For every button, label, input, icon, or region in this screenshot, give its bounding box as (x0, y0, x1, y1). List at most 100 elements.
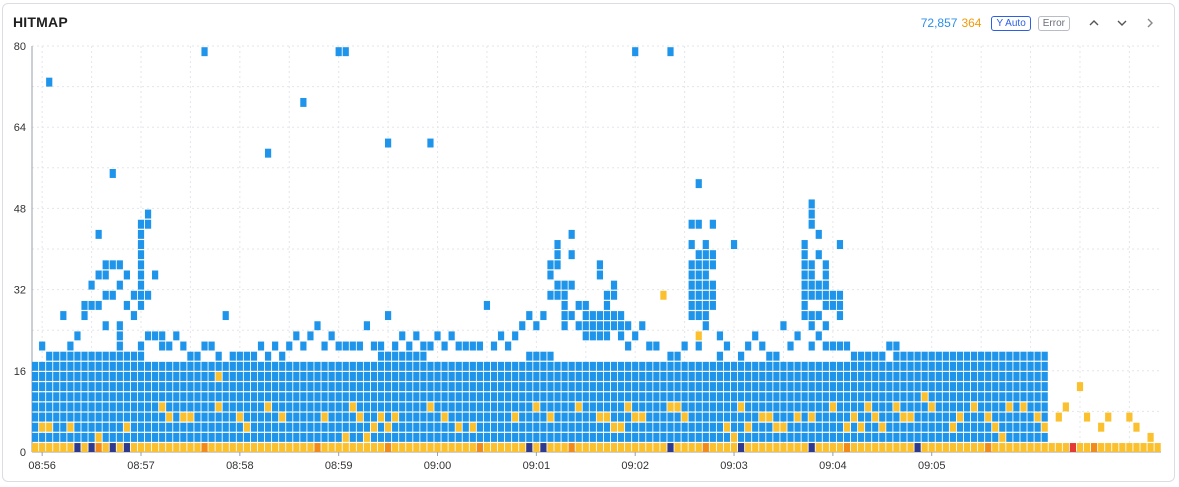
hit-cell-normal (356, 361, 363, 371)
hit-cell-normal (829, 341, 836, 351)
hit-cell-normal (723, 432, 731, 442)
hit-cell-normal (858, 412, 865, 422)
hit-cell-normal (448, 412, 455, 422)
hit-cell-normal (963, 432, 971, 442)
hit-cell-normal (702, 260, 709, 270)
hit-cell-warning (159, 443, 166, 452)
hit-cell-warning (858, 443, 865, 452)
hit-cell-normal (575, 422, 582, 432)
hit-cell-normal (229, 351, 236, 361)
hit-cell-normal (130, 432, 138, 442)
hit-cell-normal (116, 341, 123, 351)
hit-cell-normal (88, 361, 95, 371)
hit-cell-warning (589, 443, 596, 452)
hit-cell-normal (342, 422, 349, 432)
hit-cell-normal (272, 382, 279, 392)
hit-cell-normal (561, 412, 568, 422)
chevron-right-icon[interactable] (1143, 16, 1157, 30)
hit-cell-normal (688, 280, 695, 290)
hit-cell-normal (865, 422, 872, 432)
hit-cell-normal (434, 382, 441, 392)
hit-cell-normal (328, 402, 335, 412)
hit-cell-normal (723, 392, 731, 402)
chevron-up-icon[interactable] (1087, 16, 1101, 30)
hit-cell-warning (272, 443, 279, 452)
hit-cell-normal (462, 392, 469, 402)
hit-cell-normal (526, 432, 533, 442)
hit-cell-warning (377, 412, 385, 422)
hit-cell-normal (688, 260, 695, 270)
hit-cell-normal (109, 432, 116, 442)
hit-cell-normal (872, 351, 879, 361)
hit-cell-normal (596, 432, 603, 442)
hit-cell-normal (695, 361, 702, 371)
hit-cell-normal (681, 361, 688, 371)
hit-cell-normal (766, 372, 773, 381)
hit-cell-normal (702, 422, 709, 432)
hit-cell-normal (596, 260, 603, 270)
hit-cell-normal (681, 341, 688, 351)
hit-cell-normal (709, 280, 716, 290)
hit-cell-normal (865, 392, 872, 402)
y-auto-button[interactable]: Y Auto (991, 15, 1031, 31)
hit-cell-warning (413, 443, 420, 452)
hit-cell-warning (166, 412, 173, 422)
hit-cell-normal (342, 402, 349, 412)
hit-cell-normal (137, 300, 145, 310)
hit-cell-normal (625, 341, 632, 351)
hit-cell-warning (321, 412, 328, 422)
hit-cell-normal (102, 321, 109, 331)
hit-cell-warning (293, 443, 300, 452)
hit-cell-normal (187, 422, 194, 432)
chevron-down-icon[interactable] (1115, 16, 1129, 30)
hit-cell-normal (949, 351, 956, 361)
hit-cell-fatal (88, 443, 95, 452)
hit-cell-normal (858, 432, 865, 442)
hit-cell-normal (180, 382, 187, 392)
hit-cell-normal (914, 382, 921, 392)
hit-cell-normal (949, 412, 956, 422)
hit-cell-normal (1006, 392, 1013, 402)
hit-cell-normal (243, 351, 250, 361)
hit-cell-normal (808, 392, 815, 402)
hit-cell-normal (745, 372, 752, 381)
hit-cell-normal (272, 392, 279, 402)
hit-cell-normal (406, 412, 413, 422)
hit-cell-normal (363, 372, 371, 381)
x-tick-label: 08:57 (127, 460, 155, 472)
hit-cell-warning (321, 443, 328, 452)
hit-cell-normal (434, 402, 441, 412)
hit-cell-normal (95, 361, 102, 371)
hit-cell-normal (144, 392, 152, 402)
hit-cell-normal (243, 412, 250, 422)
hit-cell-normal (674, 422, 681, 432)
hit-cell-normal (201, 341, 208, 351)
hit-cell-normal (293, 392, 300, 402)
hit-cell-normal (639, 372, 646, 381)
hit-cell-warning (625, 402, 632, 412)
hit-cell-normal (490, 341, 498, 351)
hit-cell-normal (589, 402, 596, 412)
hit-cell-normal (547, 351, 554, 361)
hit-cell-normal (392, 392, 399, 402)
hit-cell-normal (356, 402, 363, 412)
hit-cell-normal (159, 361, 166, 371)
hit-cell-normal (547, 361, 554, 371)
hit-cell-normal (702, 270, 709, 280)
hit-cell-warning (836, 443, 844, 452)
hit-cell-normal (815, 432, 822, 442)
hit-cell-normal (497, 382, 505, 392)
hit-cell-normal (257, 372, 265, 381)
error-filter-button[interactable]: Error (1037, 15, 1070, 31)
hit-cell-normal (843, 392, 851, 402)
hit-cell-normal (582, 321, 589, 331)
hit-cell-warning (1055, 412, 1062, 422)
hit-cell-normal (406, 361, 413, 371)
hit-cell-warning (688, 443, 695, 452)
hit-cell-warning (1147, 443, 1154, 452)
hit-cell-normal (900, 402, 907, 412)
hit-cell-warning (879, 422, 886, 432)
hit-cell-normal (377, 341, 385, 351)
hit-cell-normal (914, 392, 921, 402)
